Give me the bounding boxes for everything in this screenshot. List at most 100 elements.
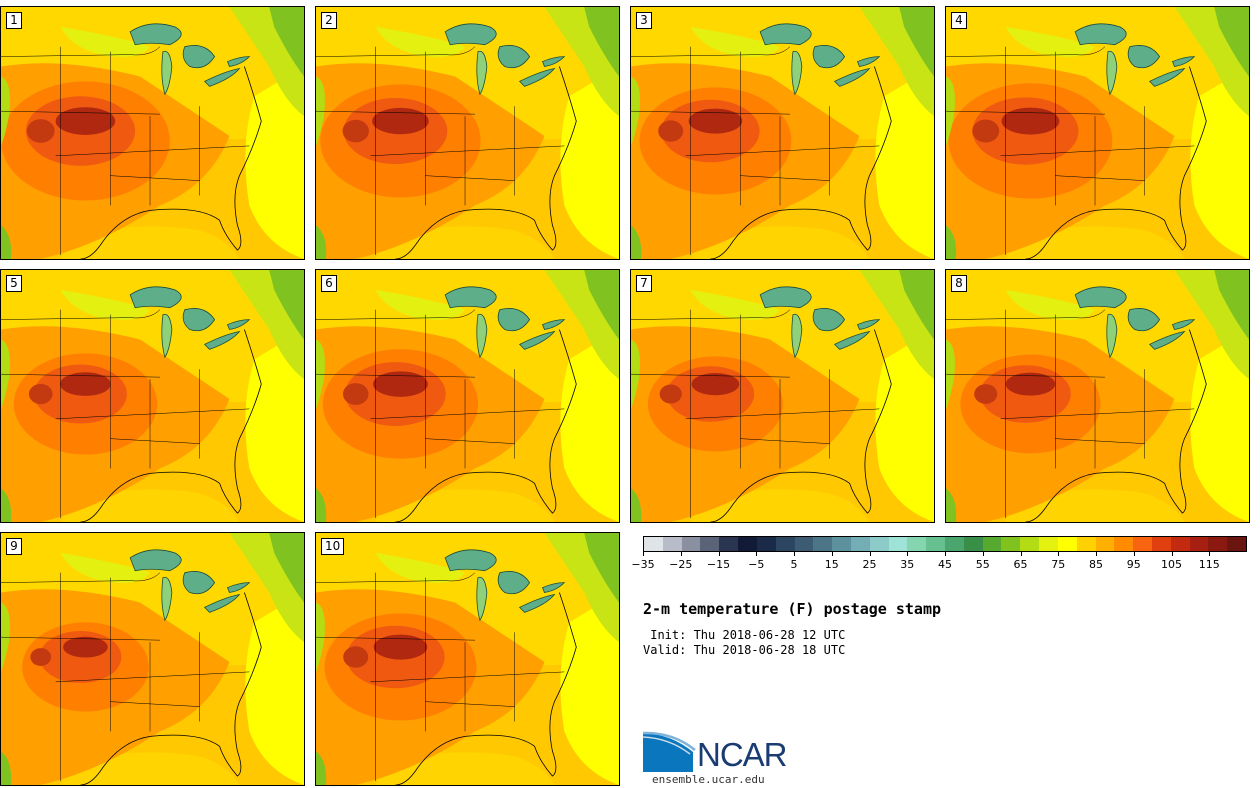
colorbar-tick [1209, 552, 1211, 556]
temperature-map [946, 7, 1249, 259]
colorbar-cell [1189, 537, 1209, 551]
colorbar-cell [926, 537, 945, 551]
colorbar-tick [869, 552, 871, 556]
stamp-panel-9: 9 [0, 532, 305, 786]
stamp-panel-6: 6 [315, 269, 620, 523]
colorbar-cell [1227, 537, 1246, 551]
init-time: Init: Thu 2018-06-28 12 UTC [643, 628, 846, 642]
colorbar-cell [700, 537, 720, 551]
colorbar-tick-label: 35 [900, 558, 915, 571]
colorbar-cell [982, 537, 1002, 551]
colorbar-cell [1001, 537, 1021, 551]
colorbar-cell [1170, 537, 1190, 551]
colorbar-tick [1171, 552, 1173, 556]
colorbar-tick [643, 552, 644, 556]
colorbar-cell [681, 537, 701, 551]
colorbar-tick-label: 105 [1161, 558, 1182, 571]
panel-label: 6 [321, 275, 337, 292]
colorbar-tick [831, 552, 833, 556]
temperature-map [1, 270, 304, 522]
colorbar-tick-label: 5 [790, 558, 798, 571]
colorbar-cell [850, 537, 870, 551]
colorbar-cell [1095, 537, 1115, 551]
temperature-map [316, 7, 619, 259]
panel-label: 2 [321, 12, 337, 29]
colorbar-cell [813, 537, 833, 551]
panel-label: 3 [636, 12, 652, 29]
colorbar-tick-label: 75 [1051, 558, 1066, 571]
colorbar-ticks: −35 −25 −15 −5 5 15 25 35 45 55 65 75 85 95 105 115 [631, 552, 1247, 572]
temperature-map [1, 533, 304, 785]
colorbar-tick [1096, 552, 1097, 556]
colorbar-tick-label: −35 [631, 558, 655, 571]
colorbar-tick [794, 552, 795, 556]
colorbar-cell [869, 537, 889, 551]
stamp-panel-1: 1 [0, 6, 305, 260]
stamp-panel-2: 2 [315, 6, 620, 260]
stamp-panel-4: 4 [945, 6, 1250, 260]
colorbar-tick [907, 552, 909, 556]
colorbar-cell [907, 537, 927, 551]
colorbar-cell [888, 537, 908, 551]
panel-label: 8 [951, 275, 967, 292]
colorbar-tick [1133, 552, 1135, 556]
ncar-logo-icon [643, 731, 696, 772]
colorbar-tick [1020, 552, 1022, 556]
colorbar-cell [1076, 537, 1096, 551]
temperature-map [631, 270, 934, 522]
colorbar-tick [1058, 552, 1060, 556]
site-url[interactable]: ensemble.ucar.edu [652, 773, 765, 786]
panel-label: 7 [636, 275, 652, 292]
temperature-map [316, 270, 619, 522]
colorbar-cell [719, 537, 739, 551]
colorbar-cell [644, 537, 663, 551]
colorbar-cell [662, 537, 682, 551]
colorbar-tick-label: 25 [862, 558, 877, 571]
colorbar-cell [1151, 537, 1171, 551]
temperature-map [316, 533, 619, 785]
stamp-panel-8: 8 [945, 269, 1250, 523]
panel-label: 9 [6, 538, 22, 555]
valid-time: Valid: Thu 2018-06-28 18 UTC [643, 643, 846, 657]
colorbar-tick-label: 45 [938, 558, 952, 571]
colorbar-cell [945, 537, 964, 551]
colorbar [643, 536, 1247, 552]
logo-wordmark: NCAR [697, 736, 788, 773]
colorbar-cell [738, 537, 757, 551]
panel-label: 5 [6, 275, 22, 292]
colorbar-cell [1133, 537, 1152, 551]
colorbar-cell [775, 537, 795, 551]
colorbar-cell [794, 537, 814, 551]
panel-label: 4 [951, 12, 967, 29]
colorbar-tick [756, 552, 758, 556]
colorbar-tick-label: 95 [1126, 558, 1141, 571]
colorbar-tick-label: 65 [1013, 558, 1028, 571]
colorbar-cell [1208, 537, 1228, 551]
colorbar-cell [1020, 537, 1040, 551]
panel-label: 10 [321, 538, 345, 555]
stamp-panel-10: 10 [315, 532, 620, 786]
colorbar-tick [718, 552, 720, 556]
colorbar-cell [756, 537, 776, 551]
stamp-panel-3: 3 [630, 6, 935, 260]
colorbar-tick-label: −15 [706, 558, 731, 571]
stamp-panel-7: 7 [630, 269, 935, 523]
colorbar-tick [680, 552, 682, 556]
colorbar-tick-label: −5 [748, 558, 765, 571]
colorbar-cell [1114, 537, 1134, 551]
panel-label: 1 [6, 12, 22, 29]
temperature-map [631, 7, 934, 259]
colorbar-cell [963, 537, 983, 551]
colorbar-tick [982, 552, 984, 556]
colorbar-tick-label: −25 [669, 558, 693, 571]
colorbar-tick-label: 15 [824, 558, 839, 571]
colorbar-cell [832, 537, 851, 551]
stamp-panel-5: 5 [0, 269, 305, 523]
colorbar-tick-label: 115 [1198, 558, 1220, 571]
colorbar-tick-label: 85 [1089, 558, 1103, 571]
temperature-map [946, 270, 1249, 522]
temperature-map [1, 7, 304, 259]
chart-title: 2-m temperature (F) postage stamp [643, 600, 942, 618]
colorbar-tick [945, 552, 946, 556]
colorbar-cell [1039, 537, 1058, 551]
